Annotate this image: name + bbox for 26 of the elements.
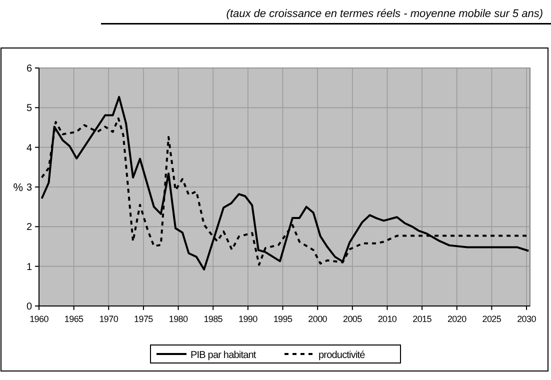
x-tick-label: 2030 xyxy=(517,314,536,324)
x-tick-label: 2005 xyxy=(342,314,362,324)
y-tick-label: 0 xyxy=(26,302,32,312)
y-tick-label: 6 xyxy=(26,64,32,74)
y-tick-label: 1 xyxy=(26,262,32,273)
x-tick-label: 2000 xyxy=(308,314,328,324)
x-tick-label: 1980 xyxy=(168,314,188,324)
y-tick-label: 4 xyxy=(26,142,32,154)
y-tick-label: 5 xyxy=(26,103,32,114)
x-tick-label: 1975 xyxy=(134,314,154,324)
x-tick-label: 2015 xyxy=(412,314,432,324)
legend-label: PIB par habitant xyxy=(190,350,256,361)
x-tick-label: 1990 xyxy=(238,314,258,324)
y-axis-title: % xyxy=(13,182,24,194)
x-tick-label: 1985 xyxy=(204,314,223,324)
chart-title: (taux de croissance en termes réels - moyenne mobile sur 5 ans) xyxy=(226,8,544,20)
x-tick-label: 2025 xyxy=(482,314,502,324)
x-tick-label: 2020 xyxy=(447,314,467,324)
y-tick-label: 2 xyxy=(26,222,32,234)
legend-label: productivité xyxy=(318,350,366,361)
x-tick-label: 1965 xyxy=(64,314,84,324)
x-tick-label: 2010 xyxy=(378,314,397,324)
x-tick-label: 1970 xyxy=(99,314,118,324)
x-tick-label: 1960 xyxy=(30,314,49,324)
y-tick-label: 3 xyxy=(26,182,32,194)
x-tick-label: 1995 xyxy=(273,314,292,324)
